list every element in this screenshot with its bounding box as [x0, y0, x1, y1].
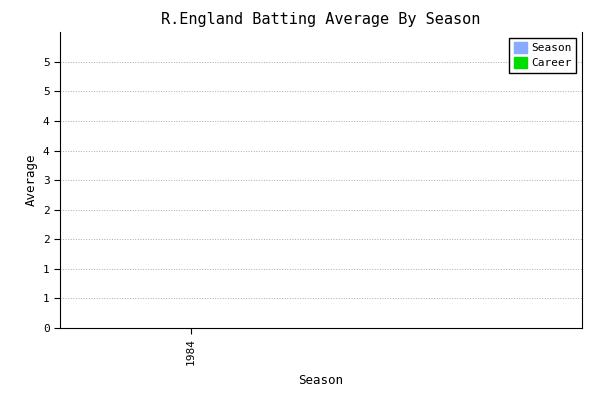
Y-axis label: Average: Average	[24, 154, 37, 206]
Title: R.England Batting Average By Season: R.England Batting Average By Season	[161, 12, 481, 27]
X-axis label: Season: Season	[299, 374, 343, 387]
Legend: Season, Career: Season, Career	[509, 38, 577, 73]
